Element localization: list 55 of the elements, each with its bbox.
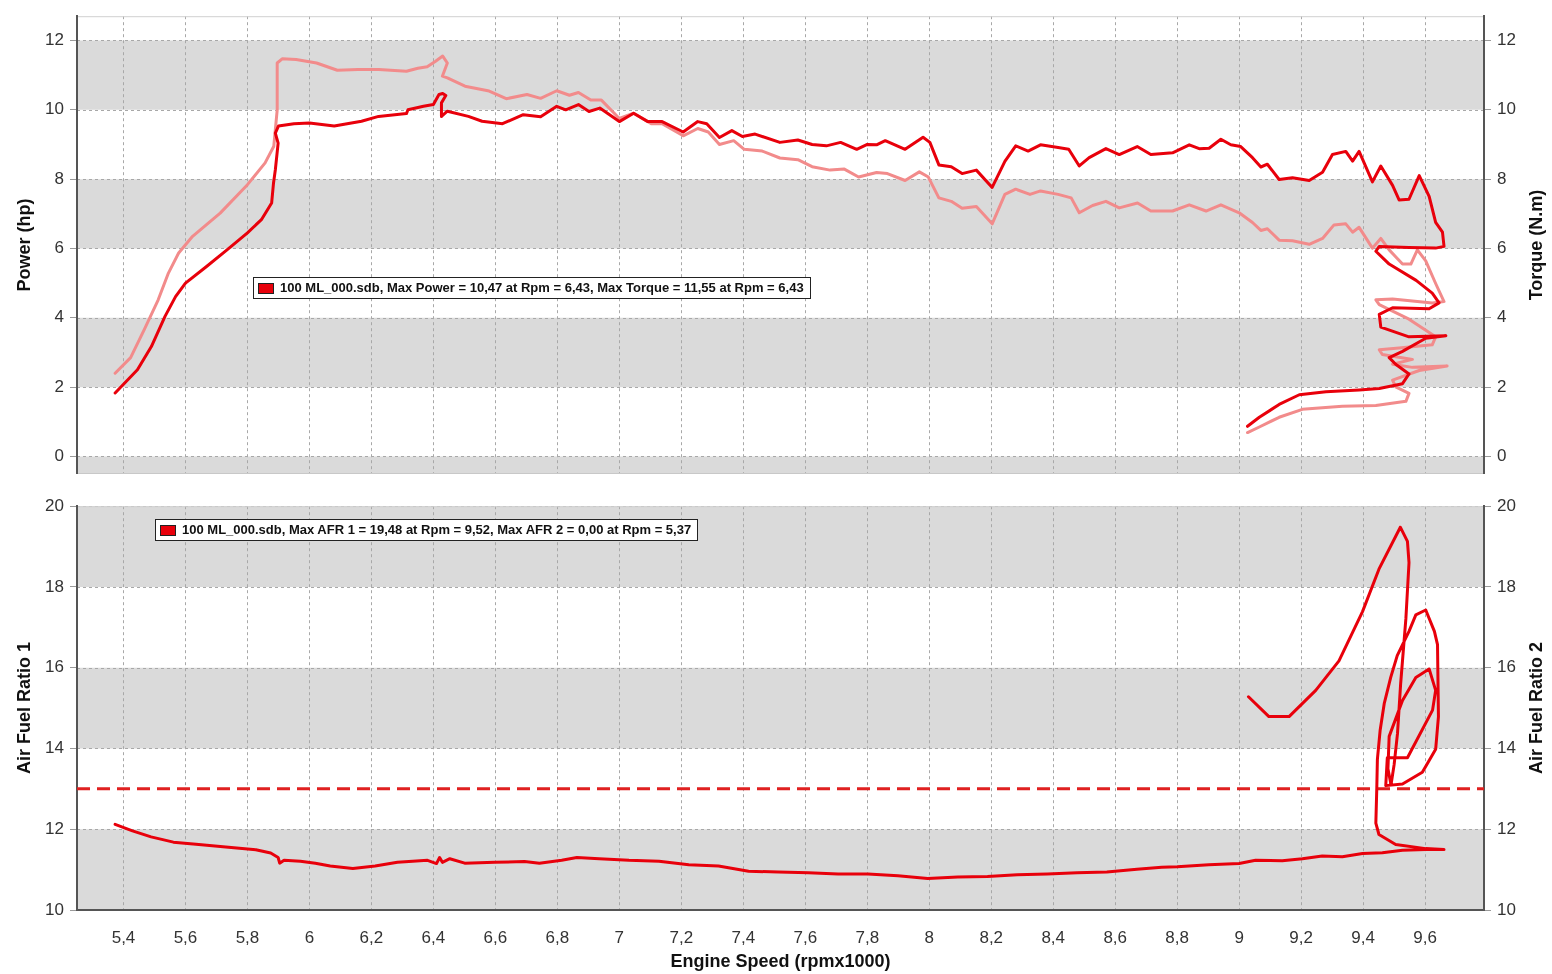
legend-label: 100 ML_000.sdb, Max Power = 10,47 at Rpm = 6,43, Max Torque = 11,55 at Rpm = 6,43 [280,280,804,296]
x-tick-label: 7,6 [793,927,818,947]
y-tick-label: 12 [45,30,64,50]
legend-label: 100 ML_000.sdb, Max AFR 1 = 19,48 at Rpm = 9,52, Max AFR 2 = 0,00 at Rpm = 5,37 [182,522,692,539]
y2-tick-label: 6 [1497,238,1507,258]
x-tick-label: 7 [614,927,625,947]
y2-tick-label: 20 [1497,495,1516,515]
x-tick-label: 7,4 [731,927,756,947]
x-tick-label: 9 [1234,927,1244,947]
x-tick-label: 6 [304,927,315,947]
x-tick-label: 8,4 [1041,927,1066,947]
y2-tick-label: 2 [1497,376,1507,396]
x-tick-label: 5,8 [235,927,260,947]
y-tick-label: 4 [54,307,64,327]
x-tick-label: 7,2 [669,927,694,947]
y-tick-label: 10 [45,899,64,919]
y-tick-label: 18 [45,576,64,596]
x-tick-label: 6,6 [483,927,508,947]
y2-axis-title: Torque (N.m) [1526,189,1546,301]
x-tick-label: 8,6 [1103,927,1128,947]
x-tick-label: 6,4 [421,927,446,947]
y2-axis-title: Air Fuel Ratio 2 [1526,642,1546,775]
x-tick-label: 8,8 [1165,927,1190,947]
y2-tick-label: 12 [1497,30,1516,50]
y2-tick-label: 8 [1497,168,1507,188]
y2-tick-label: 14 [1497,738,1516,758]
y-tick-label: 2 [54,376,64,396]
y2-tick-label: 4 [1497,307,1507,327]
y2-tick-label: 12 [1497,818,1516,838]
y-tick-label: 6 [54,238,64,258]
x-tick-label: 8,2 [979,927,1004,947]
x-tick-label: 5,6 [173,927,198,947]
y2-tick-label: 16 [1497,657,1516,677]
y-tick-label: 16 [45,657,64,677]
y2-tick-label: 10 [1497,899,1516,919]
x-tick-label: 6,8 [545,927,570,947]
y2-tick-label: 10 [1497,99,1516,119]
y-tick-label: 8 [54,168,64,188]
y-tick-label: 10 [45,99,64,119]
x-tick-label: 5,4 [111,927,136,947]
y-tick-label: 20 [45,495,64,515]
y-axis-title: Power (hp) [13,198,34,292]
x-tick-label: 6,2 [359,927,384,947]
y-tick-label: 14 [45,738,64,758]
x-tick-label: 8 [924,927,934,947]
x-tick-label: 7,8 [855,927,880,947]
y-tick-label: 0 [54,446,64,466]
y2-tick-label: 18 [1497,576,1516,596]
y2-tick-label: 0 [1497,446,1507,466]
y-axis-title: Air Fuel Ratio 1 [13,642,34,775]
x-tick-label: 9,4 [1351,927,1375,947]
x-tick-label: 9,6 [1413,927,1437,947]
x-tick-label: 9,2 [1289,927,1313,947]
y-tick-label: 12 [45,818,64,838]
x-axis-title: Engine Speed (rpmx1000) [670,951,891,972]
